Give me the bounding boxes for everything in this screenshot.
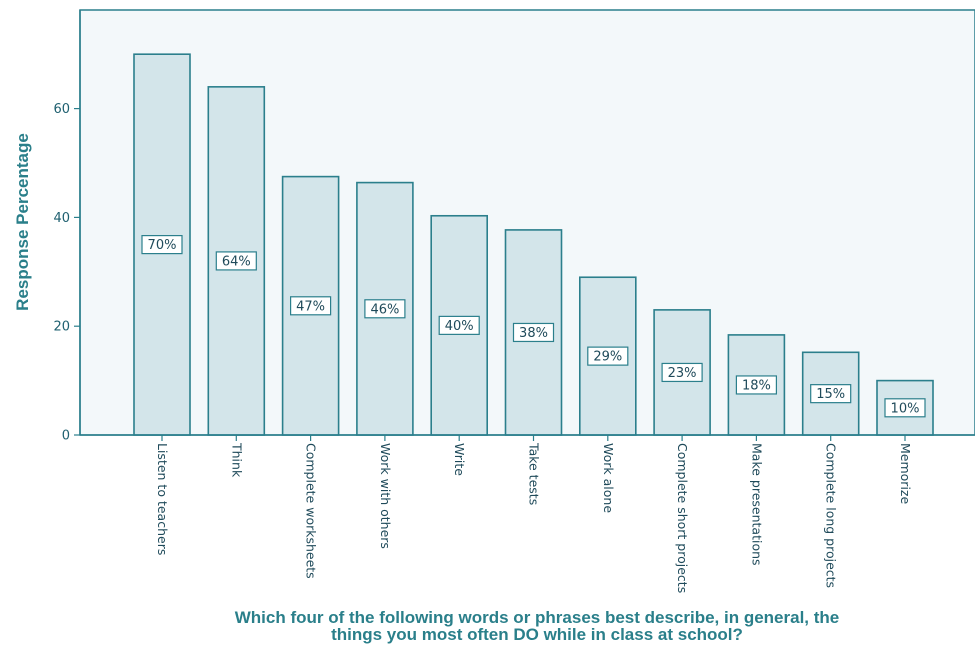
y-axis-title: Response Percentage (13, 133, 32, 311)
data-label: 40% (445, 319, 474, 334)
x-category-label: Work alone (601, 443, 616, 513)
y-ticks-group: 0 20 40 60 (53, 102, 80, 444)
y-tick-label: 20 (53, 320, 70, 335)
data-label: 38% (519, 326, 548, 341)
x-category-label: Complete short projects (675, 443, 690, 593)
x-category-label: Complete worksheets (304, 443, 319, 579)
x-ticks-group: Listen to teachers Think Complete workshee… (155, 435, 913, 593)
y-tick-label: 40 (53, 211, 70, 226)
data-label: 47% (296, 299, 325, 314)
data-label: 29% (593, 350, 622, 365)
x-category-label: Think (229, 442, 244, 478)
x-category-label: Work with others (378, 443, 393, 549)
data-label-box (512, 322, 555, 343)
data-label-box (884, 398, 926, 418)
data-label-box (810, 384, 852, 404)
data-label: 15% (816, 387, 845, 402)
y-tick-label: 0 (62, 429, 70, 444)
data-label-box (215, 251, 257, 271)
data-label-box (438, 315, 480, 335)
data-labels-group: 70% 64% 47% 46% 40% 38% 29% 23% 18% 15% 10% (141, 235, 926, 418)
data-label: 70% (148, 238, 177, 253)
x-category-label: Complete long projects (824, 443, 839, 588)
x-category-label: Memorize (898, 443, 913, 504)
data-label-box (141, 235, 183, 255)
data-label-box (735, 375, 778, 395)
data-label: 23% (668, 366, 697, 381)
x-category-label: Make presentations (749, 443, 764, 566)
x-axis-title-line-2: things you most often DO while in class … (331, 625, 743, 644)
data-label: 10% (891, 401, 920, 416)
x-category-label: Listen to teachers (155, 443, 170, 555)
x-category-label: Write (452, 443, 467, 476)
x-axis-title-line-1: Which four of the following words or phr… (235, 608, 840, 627)
data-label: 18% (742, 378, 771, 393)
data-label: 64% (222, 254, 251, 269)
y-tick-label: 60 (53, 102, 70, 117)
data-label: 46% (370, 302, 399, 317)
data-label-box (290, 296, 332, 316)
data-label-box (661, 362, 703, 383)
data-label-box (587, 346, 629, 366)
data-label-box (364, 299, 406, 319)
x-category-label: Take tests (527, 442, 542, 505)
